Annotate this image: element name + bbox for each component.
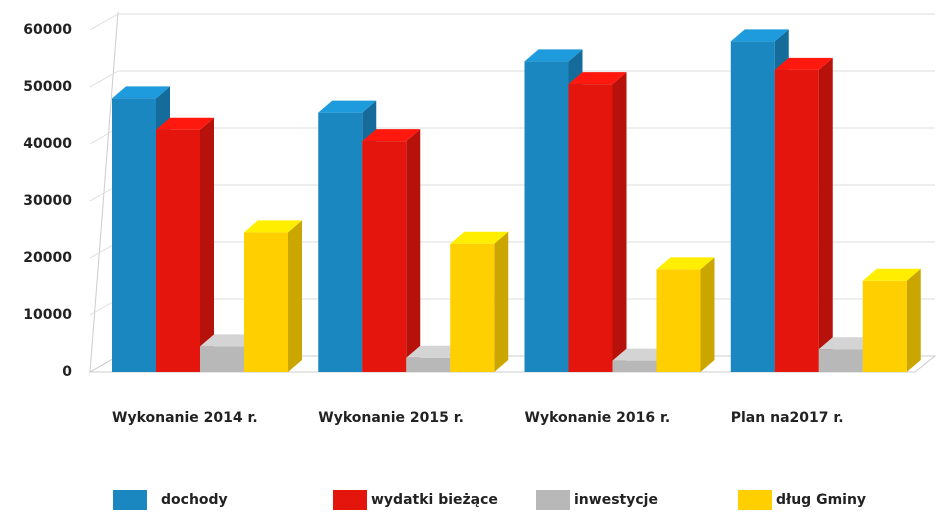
- bar-top: [862, 268, 921, 281]
- bar: [656, 257, 715, 372]
- bar-top: [774, 57, 833, 70]
- bar: [156, 117, 214, 372]
- bar: [362, 129, 421, 372]
- bar-side: [494, 231, 509, 372]
- bar-front: [612, 360, 657, 372]
- bar-side: [906, 268, 921, 372]
- bar-top: [450, 231, 509, 244]
- bar: [862, 268, 921, 372]
- bar-front: [112, 98, 156, 373]
- bar-side: [612, 72, 627, 373]
- bar-top: [612, 348, 671, 361]
- bar-top: [156, 117, 214, 130]
- bar-top: [524, 49, 583, 62]
- legend-swatch: [333, 490, 367, 510]
- bar-front: [568, 84, 613, 373]
- legend-label: dług Gminy: [776, 492, 866, 508]
- bar-front: [774, 69, 819, 373]
- x-tick-label: Wykonanie 2014 r.: [112, 410, 258, 426]
- grid-line: [89, 70, 119, 88]
- bar-front: [818, 349, 863, 372]
- bar-top: [730, 29, 789, 42]
- bar: [244, 220, 302, 372]
- bar-front: [730, 41, 775, 373]
- y-tick-label: 50000: [23, 79, 72, 95]
- y-tick-label: 30000: [23, 193, 72, 209]
- bar-top: [656, 257, 715, 270]
- bar-front: [406, 357, 451, 372]
- bar-top: [406, 345, 465, 358]
- bar-front: [524, 61, 569, 372]
- bar-front: [156, 129, 200, 372]
- bar-front: [656, 269, 701, 372]
- y-tick-label: 40000: [23, 136, 72, 152]
- bar-front: [450, 243, 495, 372]
- bar-side: [818, 57, 833, 373]
- y-tick-label: 10000: [23, 307, 72, 323]
- y-tick-label: 60000: [23, 22, 72, 38]
- legend-swatch: [536, 490, 570, 510]
- bar-side: [700, 257, 715, 372]
- bar-top: [112, 86, 170, 99]
- legend-label: dochody: [161, 492, 228, 508]
- legend-swatch: [738, 490, 772, 510]
- bar-side: [406, 129, 421, 372]
- bar-top: [318, 100, 377, 113]
- x-tick-label: Wykonanie 2015 r.: [318, 410, 464, 426]
- y-tick-label: 0: [62, 364, 72, 380]
- y-tick-label: 20000: [23, 250, 72, 266]
- bar-top: [362, 129, 421, 142]
- bar-front: [318, 112, 363, 373]
- bar: [774, 57, 833, 373]
- bar: [568, 72, 627, 373]
- grid-line: [89, 13, 119, 31]
- bar-side: [200, 117, 214, 372]
- legend-label: inwestycje: [574, 492, 658, 508]
- legend-swatch: [113, 490, 147, 510]
- x-tick-label: Plan na2017 r.: [731, 410, 844, 426]
- bar-side: [288, 220, 302, 372]
- bar-top: [244, 220, 302, 233]
- bar-front: [862, 280, 907, 372]
- bar-top: [568, 72, 627, 85]
- x-tick-label: Wykonanie 2016 r.: [525, 410, 671, 426]
- legend-label: wydatki bieżące: [371, 492, 498, 508]
- bar-top: [200, 334, 258, 347]
- bar: [450, 231, 509, 372]
- bar-front: [244, 232, 288, 372]
- bar-front: [200, 346, 244, 372]
- bar-top: [818, 337, 877, 350]
- bar-front: [362, 141, 407, 372]
